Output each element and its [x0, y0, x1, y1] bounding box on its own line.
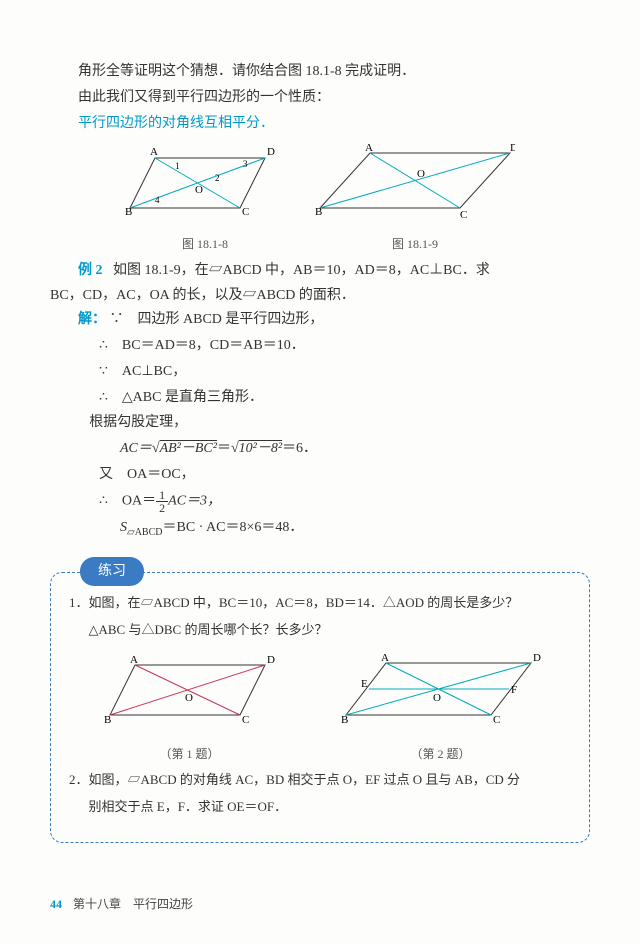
- svg-text:B: B: [104, 714, 111, 726]
- example-statement: 例 2 如图 18.1-9，在▱ABCD 中，AB＝10，AD＝8，AC⊥BC．…: [50, 259, 590, 283]
- svg-text:O: O: [185, 692, 193, 704]
- svg-text:F: F: [511, 684, 517, 696]
- page-number: 44: [50, 897, 62, 911]
- svg-text:D: D: [267, 654, 275, 666]
- svg-text:C: C: [493, 714, 500, 726]
- solution-s2b: ∴ △ABC 是直角三角形．: [99, 386, 590, 410]
- svg-text:B: B: [341, 714, 348, 726]
- solution-s1b: ∴ BC＝AD＝8，CD＝AB＝10．: [99, 334, 590, 358]
- solution-s5: S▱ABCD＝BC · AC＝8×6＝48．: [120, 516, 590, 541]
- chapter-title: 第十八章 平行四边形: [73, 897, 193, 911]
- solution-s3: 根据勾股定理，: [89, 411, 590, 435]
- svg-text:E: E: [361, 678, 368, 690]
- exercise-box: 1．如图，在▱ABCD 中，BC＝10，AC＝8，BD＝14．△AOD 的周长是…: [50, 572, 590, 842]
- intro-line-2: 由此我们又得到平行四边形的一个性质：: [50, 86, 590, 110]
- svg-text:4: 4: [155, 195, 160, 205]
- svg-text:A: A: [381, 653, 389, 664]
- svg-text:B: B: [315, 206, 322, 218]
- svg-text:C: C: [242, 714, 249, 726]
- svg-text:B: B: [125, 206, 132, 218]
- svg-text:O: O: [195, 184, 203, 196]
- svg-text:O: O: [417, 168, 425, 180]
- exercise-q2a: 2．如图，▱ABCD 的对角线 AC，BD 相交于点 O，EF 过点 O 且与 …: [69, 770, 571, 791]
- svg-text:O: O: [433, 692, 441, 704]
- svg-text:C: C: [242, 206, 249, 218]
- page-footer: 44 第十八章 平行四边形: [50, 894, 193, 914]
- figure-18-1-9-caption: 图 18.1-9: [315, 234, 515, 254]
- parallelogram-2-svg: A D B C O: [315, 143, 515, 223]
- intro-line-1: 角形全等证明这个猜想．请你结合图 18.1-8 完成证明．: [50, 60, 590, 84]
- exercise-title-pill: 练习: [80, 557, 144, 587]
- example-text-a: 如图 18.1-9，在▱ABCD 中，AB＝10，AD＝8，AC⊥BC．求: [113, 263, 490, 278]
- top-figures-row: A D B C O 1 2 3 4 图 18.1-8 A D B C O 图 1…: [50, 143, 590, 254]
- figure-18-1-8: A D B C O 1 2 3 4 图 18.1-8: [125, 143, 285, 254]
- figure-18-1-9: A D B C O 图 18.1-9: [315, 143, 515, 254]
- svg-text:D: D: [510, 143, 515, 154]
- ex-fig2-caption: （第 2 题）: [341, 744, 541, 764]
- exercise-q1b: △ABC 与△DBC 的周长哪个长？长多少？: [69, 620, 571, 641]
- property-statement: 平行四边形的对角线互相平分．: [50, 112, 590, 136]
- ex-fig1-svg: A D B C O: [100, 653, 280, 733]
- svg-text:1: 1: [175, 161, 180, 171]
- exercise-figures-row: A D B C O （第 1 题） A D B C: [69, 653, 571, 764]
- ex-fig2-svg: A D B C O E F: [341, 653, 541, 733]
- solution-label: 解：: [78, 312, 106, 327]
- exercise-q1a: 1．如图，在▱ABCD 中，BC＝10，AC＝8，BD＝14．△AOD 的周长是…: [69, 593, 571, 614]
- svg-text:D: D: [267, 146, 275, 158]
- svg-text:C: C: [460, 209, 467, 221]
- solution-s4a: 又 OA＝OC，: [99, 463, 590, 487]
- exercise-q2b: 别相交于点 E，F．求证 OE＝OF．: [69, 797, 571, 818]
- solution-s1a: ∵ 四边形 ABCD 是平行四边形，: [110, 312, 324, 327]
- solution-s3f: AC＝√AB²－BC²＝√10²－8²＝6．: [120, 437, 590, 461]
- exercise-figure-2: A D B C O E F （第 2 题）: [341, 653, 541, 764]
- example-label: 例 2: [78, 263, 103, 278]
- svg-text:2: 2: [215, 173, 220, 183]
- ex-fig1-caption: （第 1 题）: [100, 744, 280, 764]
- svg-text:3: 3: [243, 159, 248, 169]
- svg-text:D: D: [533, 653, 541, 664]
- figure-18-1-8-caption: 图 18.1-8: [125, 234, 285, 254]
- svg-text:A: A: [150, 146, 158, 158]
- solution-line-1a: 解： ∵ 四边形 ABCD 是平行四边形，: [50, 308, 590, 332]
- parallelogram-1-svg: A D B C O 1 2 3 4: [125, 143, 285, 223]
- solution-s2a: ∵ AC⊥BC，: [99, 360, 590, 384]
- exercise-figure-1: A D B C O （第 1 题）: [100, 653, 280, 764]
- svg-text:A: A: [130, 654, 138, 666]
- example-text-b: BC，CD，AC，OA 的长，以及▱ABCD 的面积．: [50, 284, 590, 308]
- exercise-section: 练习 1．如图，在▱ABCD 中，BC＝10，AC＝8，BD＝14．△AOD 的…: [50, 557, 590, 843]
- svg-text:A: A: [365, 143, 373, 154]
- solution-s4b: ∴ OA＝12AC＝3，: [99, 489, 590, 514]
